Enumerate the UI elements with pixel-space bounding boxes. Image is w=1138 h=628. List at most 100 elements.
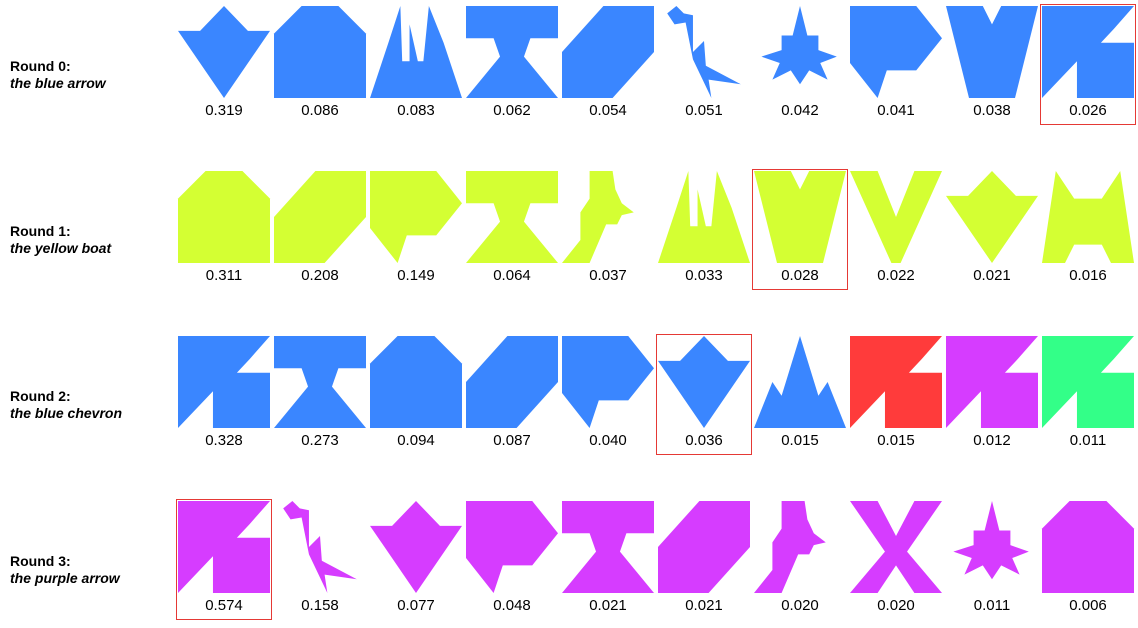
open-v-shape [850, 171, 942, 263]
candidate-tile[interactable]: 0.149 [368, 165, 464, 290]
candidate-tile[interactable]: 0.037 [560, 165, 656, 290]
score-label: 0.086 [301, 102, 339, 119]
candidate-tile[interactable]: 0.011 [944, 495, 1040, 620]
candidate-tile[interactable]: 0.208 [272, 165, 368, 290]
parallelogram-path [562, 6, 654, 98]
notched-arrow-shape [1042, 336, 1134, 428]
chevron-arrow-path [946, 171, 1038, 263]
star-figure-path [761, 6, 837, 85]
pennant-path [370, 171, 462, 263]
candidate-tile[interactable]: 0.158 [272, 495, 368, 620]
candidate-tile[interactable]: 0.051 [656, 0, 752, 125]
candidate-tile[interactable]: 0.026 [1040, 0, 1136, 125]
score-label: 0.149 [397, 267, 435, 284]
candidate-tile[interactable]: 0.012 [944, 330, 1040, 455]
score-label: 0.006 [1069, 597, 1107, 614]
score-label: 0.054 [589, 102, 627, 119]
candidate-tile[interactable]: 0.033 [656, 165, 752, 290]
notched-arrow-path [178, 501, 270, 593]
score-label: 0.021 [685, 597, 723, 614]
chevron-arrow-path [370, 501, 462, 593]
bowtie-path [850, 501, 942, 593]
score-label: 0.033 [685, 267, 723, 284]
candidate-tile[interactable]: 0.038 [944, 0, 1040, 125]
notched-arrow-path [1042, 6, 1134, 98]
mountains-shape [754, 336, 846, 428]
v-cup-path [946, 6, 1038, 98]
candidate-tile[interactable]: 0.319 [176, 0, 272, 125]
candidate-tile[interactable]: 0.086 [272, 0, 368, 125]
score-label: 0.077 [397, 597, 435, 614]
swan-shape [667, 6, 741, 98]
score-label: 0.064 [493, 267, 531, 284]
round-name: Round 3: [10, 553, 71, 569]
notched-arrow-shape [178, 336, 270, 428]
candidate-tile[interactable]: 0.083 [368, 0, 464, 125]
hourglass-table-path [466, 171, 558, 263]
candidate-tile[interactable]: 0.011 [1040, 330, 1136, 455]
candidate-tile[interactable]: 0.064 [464, 165, 560, 290]
candidate-tile[interactable]: 0.036 [656, 330, 752, 455]
candidate-tile[interactable]: 0.094 [368, 330, 464, 455]
parallelogram-path [658, 501, 750, 593]
candidate-tile[interactable]: 0.574 [176, 495, 272, 620]
chevron-arrow-shape [946, 171, 1038, 263]
hourglass-table-shape [562, 501, 654, 593]
hourglass-table-path [274, 336, 366, 428]
candidate-tile[interactable]: 0.021 [944, 165, 1040, 290]
score-label: 0.328 [205, 432, 243, 449]
v-cup-path [754, 171, 846, 263]
score-label: 0.021 [973, 267, 1011, 284]
round-row: Round 1: the yellow boat 0.311 0.208 0.149 0.… [0, 165, 1138, 290]
pennant-shape [850, 6, 942, 98]
candidate-tile[interactable]: 0.054 [560, 0, 656, 125]
candidate-tile[interactable]: 0.022 [848, 165, 944, 290]
parallelogram-path [274, 171, 366, 263]
pennant-shape [562, 336, 654, 428]
hourglass-table-shape [466, 171, 558, 263]
score-label: 0.026 [1069, 102, 1107, 119]
score-label: 0.015 [781, 432, 819, 449]
parallelogram-shape [562, 6, 654, 98]
house-shape [1042, 501, 1134, 593]
candidate-tile[interactable]: 0.048 [464, 495, 560, 620]
notched-arrow-shape [1042, 6, 1134, 98]
candidate-tile[interactable]: 0.020 [848, 495, 944, 620]
score-label: 0.038 [973, 102, 1011, 119]
score-label: 0.011 [973, 597, 1011, 614]
candidate-tile[interactable]: 0.021 [656, 495, 752, 620]
score-label: 0.158 [301, 597, 339, 614]
swan-shape [283, 501, 357, 593]
candidate-tile[interactable]: 0.021 [560, 495, 656, 620]
candidate-tile[interactable]: 0.311 [176, 165, 272, 290]
candidate-tile[interactable]: 0.042 [752, 0, 848, 125]
score-label: 0.012 [973, 432, 1011, 449]
score-label: 0.083 [397, 102, 435, 119]
chevron-arrow-shape [658, 336, 750, 428]
candidate-tile[interactable]: 0.273 [272, 330, 368, 455]
parallelogram-path [466, 336, 558, 428]
round-name: Round 0: [10, 58, 71, 74]
candidate-tile[interactable]: 0.087 [464, 330, 560, 455]
candidate-tile[interactable]: 0.062 [464, 0, 560, 125]
v-cup-shape [754, 171, 846, 263]
candidate-tile[interactable]: 0.015 [848, 330, 944, 455]
boot-path [754, 501, 826, 593]
house-shape [178, 171, 270, 263]
score-label: 0.011 [1069, 432, 1107, 449]
candidate-tile[interactable]: 0.006 [1040, 495, 1136, 620]
hourglass-table-shape [466, 6, 558, 98]
round-label: Round 2: the blue chevron [10, 388, 170, 422]
candidate-strip: 0.574 0.158 0.077 0.048 0.021 0.021 0.020 0.020… [176, 495, 1138, 620]
candidate-tile[interactable]: 0.041 [848, 0, 944, 125]
candidate-tile[interactable]: 0.015 [752, 330, 848, 455]
hourglass-table-shape [274, 336, 366, 428]
candidate-tile[interactable]: 0.040 [560, 330, 656, 455]
candidate-tile[interactable]: 0.077 [368, 495, 464, 620]
candidate-tile[interactable]: 0.020 [752, 495, 848, 620]
round-name: Round 2: [10, 388, 71, 404]
candidate-tile[interactable]: 0.028 [752, 165, 848, 290]
candidate-tile[interactable]: 0.328 [176, 330, 272, 455]
bowtie-shape [850, 501, 942, 593]
candidate-tile[interactable]: 0.016 [1040, 165, 1136, 290]
